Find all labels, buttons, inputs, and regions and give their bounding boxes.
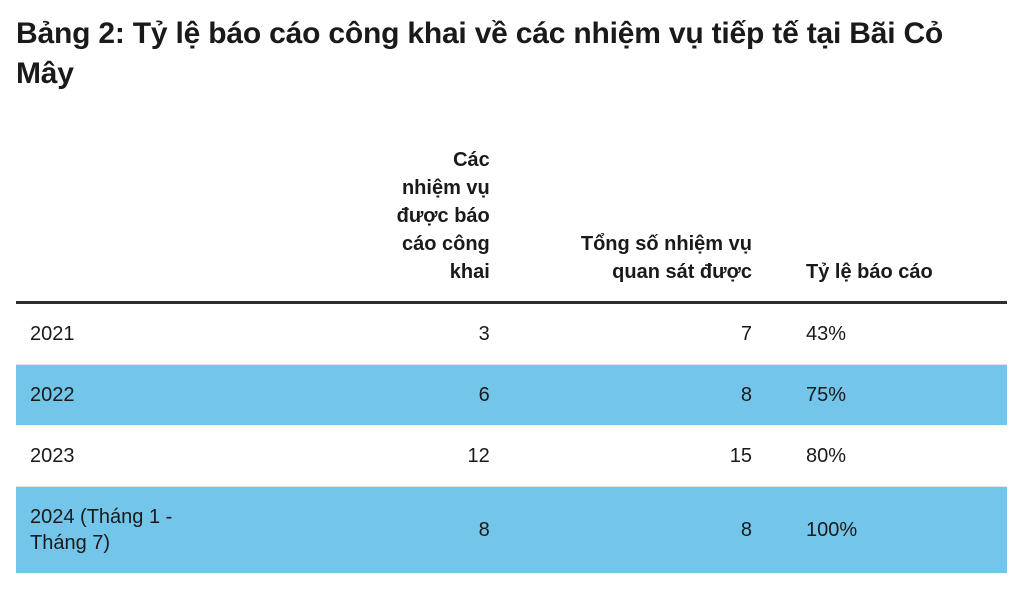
reported-value: 12: [396, 425, 498, 487]
observed-value: 15: [497, 425, 760, 487]
header-observed-missions: Tổng số nhiệm vụ quan sát được: [497, 146, 760, 304]
rate-value: 80%: [759, 425, 1007, 487]
table-row-2023: 2023 12 15 80%: [16, 425, 1007, 487]
rate-value: 43%: [759, 302, 1007, 365]
table-row-2021: 2021 3 7 43%: [16, 302, 1007, 365]
table-body: 2021 3 7 43% 2022 6 8 75% 2023 12 15: [16, 302, 1007, 574]
rate-value: 75%: [759, 364, 1007, 426]
observed-value: 8: [497, 486, 760, 574]
reported-value: 6: [396, 364, 498, 426]
row-label: 2022: [16, 364, 397, 426]
header-row: Các nhiệm vụ được báo cáo công khai Tổng…: [16, 146, 1007, 304]
table-row-2022: 2022 6 8 75%: [16, 364, 1007, 426]
observed-value: 8: [497, 364, 760, 426]
row-label: 2021: [16, 302, 397, 365]
page-title: Bảng 2: Tỷ lệ báo cáo công khai về các n…: [16, 17, 944, 90]
header-report-rate: Tỷ lệ báo cáo: [759, 146, 1007, 304]
supply-missions-table: Các nhiệm vụ được báo cáo công khai Tổng…: [16, 146, 1007, 574]
table-row-2024: 2024 (Tháng 1 - Tháng 7) 8 8 100%: [16, 486, 1007, 574]
header-observed-missions-label: Tổng số nhiệm vụ quan sát được: [580, 233, 752, 283]
header-year: [16, 146, 397, 304]
row-label: 2023: [16, 425, 397, 487]
table-header: Các nhiệm vụ được báo cáo công khai Tổng…: [16, 146, 1007, 304]
row-label: 2024 (Tháng 1 - Tháng 7): [16, 486, 397, 574]
header-reported-missions: Các nhiệm vụ được báo cáo công khai: [396, 146, 498, 304]
reported-value: 8: [396, 486, 498, 574]
observed-value: 7: [497, 302, 760, 365]
rate-value: 100%: [759, 486, 1007, 574]
reported-value: 3: [396, 302, 498, 365]
header-reported-missions-label: Các nhiệm vụ được báo cáo công khai: [396, 149, 490, 283]
